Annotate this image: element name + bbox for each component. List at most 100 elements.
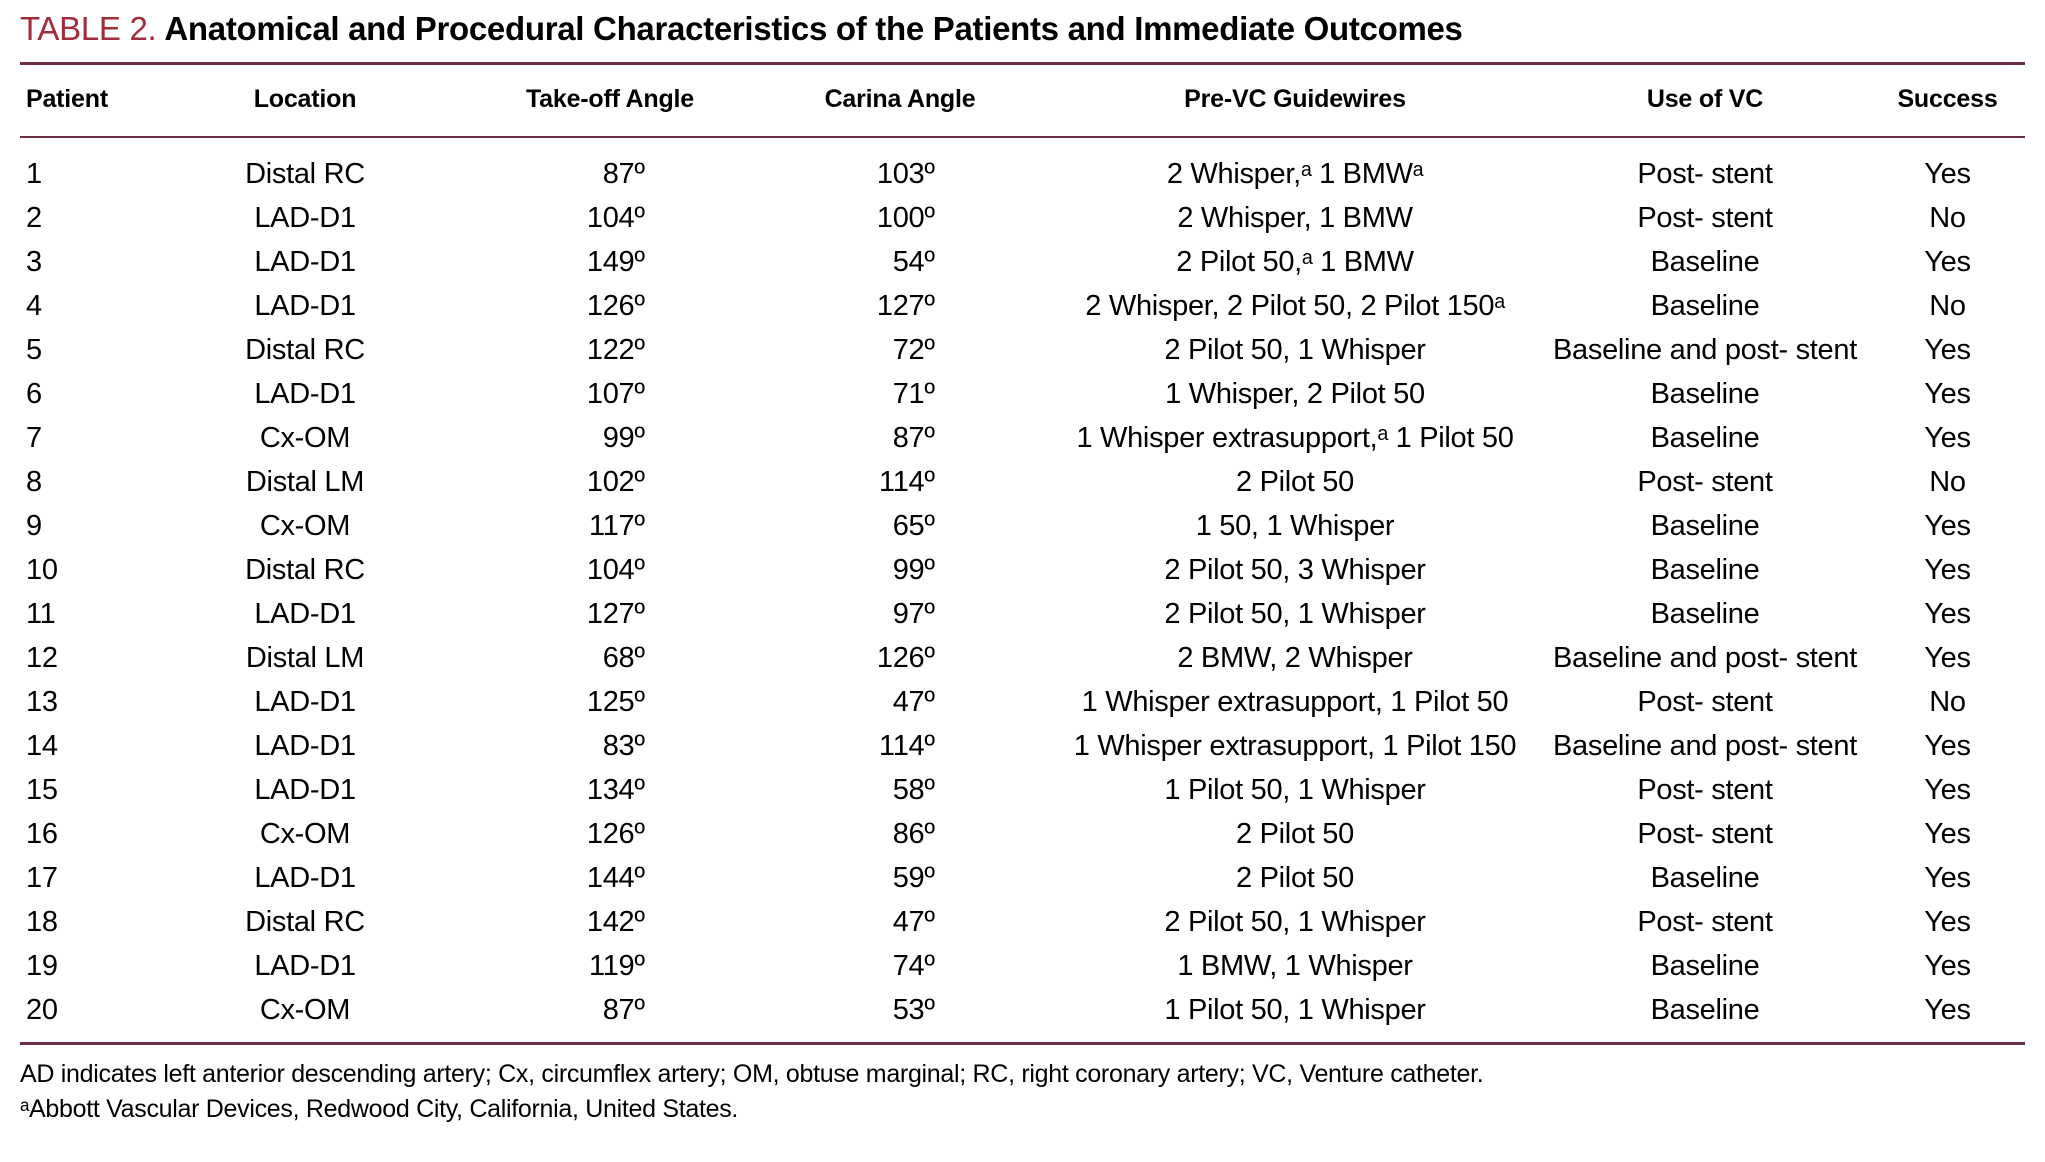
cell-carina-angle: 58º bbox=[750, 768, 1050, 812]
cell-patient: 8 bbox=[26, 465, 42, 498]
cell-carina-angle: 87º bbox=[750, 416, 1050, 460]
abbreviations-note: AD indicates left anterior descending ar… bbox=[20, 1060, 1484, 1089]
top-rule bbox=[20, 62, 2025, 66]
cell-success: No bbox=[1929, 289, 1966, 322]
cell-use-of-vc: Baseline bbox=[1650, 509, 1760, 542]
angle-value: 117º bbox=[589, 509, 645, 542]
table-row: 10 Distal RC 104º 99º 2 Pilot 50, 3 Whisper B… bbox=[20, 548, 2025, 592]
angle-value: 54º bbox=[892, 245, 935, 278]
table-row: 14 LAD-D1 83º 114º 1 Whisper extrasupport, 1… bbox=[20, 724, 2025, 768]
cell-pre-vc-guidewires: 1 BMW, 1 Whisper bbox=[1177, 949, 1413, 982]
cell-success: Yes bbox=[1924, 861, 1971, 894]
cell-patient: 15 bbox=[26, 773, 58, 806]
cell-patient: 16 bbox=[26, 817, 58, 850]
cell-pre-vc-guidewires: 1 Whisper, 2 Pilot 50 bbox=[1165, 377, 1425, 410]
cell-success: Yes bbox=[1924, 509, 1971, 542]
table-footnotes: AD indicates left anterior descending ar… bbox=[20, 1057, 2025, 1127]
cell-success: Yes bbox=[1924, 421, 1971, 454]
cell-use-of-vc: Post- stent bbox=[1637, 685, 1773, 718]
cell-take-off-angle: 125º bbox=[470, 680, 750, 724]
patients-table: Patient Location Take-off Angle Carina Angl… bbox=[20, 65, 2025, 1032]
table-row: 11 LAD-D1 127º 97º 2 Pilot 50, 1 Whisper Base… bbox=[20, 592, 2025, 636]
column-header-location: Location bbox=[253, 85, 357, 114]
table-row: 4 LAD-D1 126º 127º 2 Whisper, 2 Pilot 50, 2 … bbox=[20, 284, 2025, 328]
cell-pre-vc-guidewires: 2 Whisper, 1 BMW bbox=[1177, 201, 1413, 234]
cell-success: Yes bbox=[1924, 553, 1971, 586]
cell-take-off-angle: 127º bbox=[470, 592, 750, 636]
table-row: 20 Cx-OM 87º 53º 1 Pilot 50, 1 Whisper Baseli… bbox=[20, 988, 2025, 1032]
cell-take-off-angle: 134º bbox=[470, 768, 750, 812]
angle-value: 47º bbox=[892, 905, 935, 938]
angle-value: 53º bbox=[892, 993, 935, 1026]
cell-take-off-angle: 83º bbox=[470, 724, 750, 768]
cell-pre-vc-guidewires: 1 Whisper extrasupport, 1 Pilot 150 bbox=[1073, 729, 1517, 762]
cell-take-off-angle: 68º bbox=[470, 636, 750, 680]
cell-carina-angle: 65º bbox=[750, 504, 1050, 548]
table-row: 18 Distal RC 142º 47º 2 Pilot 50, 1 Whisper P… bbox=[20, 900, 2025, 944]
cell-use-of-vc: Baseline bbox=[1650, 993, 1760, 1026]
cell-pre-vc-guidewires: 1 Pilot 50, 1 Whisper bbox=[1164, 773, 1426, 806]
angle-value: 87º bbox=[602, 157, 645, 190]
cell-use-of-vc: Post- stent bbox=[1637, 201, 1773, 234]
cell-success: No bbox=[1929, 685, 1966, 718]
cell-pre-vc-guidewires: 2 Pilot 50, 3 Whisper bbox=[1164, 553, 1426, 586]
cell-carina-angle: 114º bbox=[750, 460, 1050, 504]
cell-pre-vc-guidewires: 2 Pilot 50 bbox=[1236, 465, 1354, 498]
cell-carina-angle: 47º bbox=[750, 680, 1050, 724]
cell-pre-vc-guidewires: 1 50, 1 Whisper bbox=[1195, 509, 1395, 542]
cell-pre-vc-guidewires: 2 Pilot 50, 1 Whisper bbox=[1164, 597, 1426, 630]
angle-value: 47º bbox=[892, 685, 935, 718]
table-row: 13 LAD-D1 125º 47º 1 Whisper extrasupport, 1… bbox=[20, 680, 2025, 724]
cell-patient: 12 bbox=[26, 641, 58, 674]
cell-carina-angle: 100º bbox=[750, 196, 1050, 240]
cell-carina-angle: 53º bbox=[750, 988, 1050, 1032]
column-header-use-of-vc: Use of VC bbox=[1646, 85, 1764, 114]
cell-patient: 9 bbox=[26, 509, 42, 542]
angle-value: 125º bbox=[586, 685, 645, 718]
cell-patient: 11 bbox=[26, 597, 56, 630]
cell-use-of-vc: Baseline and post- stent bbox=[1553, 641, 1857, 674]
cell-location: Cx-OM bbox=[259, 993, 351, 1026]
angle-value: 149º bbox=[586, 245, 645, 278]
cell-take-off-angle: 119º bbox=[470, 944, 750, 988]
cell-pre-vc-guidewires: 2 Pilot 50, 1 Whisper bbox=[1164, 905, 1426, 938]
cell-location: Distal RC bbox=[245, 333, 365, 366]
angle-value: 126º bbox=[876, 641, 935, 674]
angle-value: 127º bbox=[876, 289, 935, 322]
angle-value: 59º bbox=[892, 861, 935, 894]
cell-patient: 2 bbox=[26, 201, 42, 234]
cell-pre-vc-guidewires: 1 Whisper extrasupport, 1 Pilot 50 bbox=[1081, 685, 1509, 718]
table-row: 6 LAD-D1 107º 71º 1 Whisper, 2 Pilot 50 Basel… bbox=[20, 372, 2025, 416]
cell-take-off-angle: 104º bbox=[470, 196, 750, 240]
angle-value: 107º bbox=[586, 377, 645, 410]
table-row: 9 Cx-OM 117º 65º 1 50, 1 Whisper Baseline Yes bbox=[20, 504, 2025, 548]
angle-value: 104º bbox=[586, 201, 645, 234]
angle-value: 99º bbox=[602, 421, 645, 454]
cell-location: Distal RC bbox=[245, 905, 365, 938]
cell-location: Cx-OM bbox=[259, 817, 351, 850]
cell-use-of-vc: Baseline bbox=[1650, 289, 1760, 322]
cell-take-off-angle: 87º bbox=[470, 988, 750, 1032]
cell-location: LAD-D1 bbox=[254, 201, 356, 234]
column-header-take-off-angle: Take-off Angle bbox=[525, 85, 695, 114]
angle-value: 142º bbox=[586, 905, 645, 938]
cell-carina-angle: 99º bbox=[750, 548, 1050, 592]
cell-success: No bbox=[1929, 465, 1966, 498]
cell-take-off-angle: 107º bbox=[470, 372, 750, 416]
table-row: 3 LAD-D1 149º 54º 2 Pilot 50,ᵃ 1 BMW Baseline… bbox=[20, 240, 2025, 284]
cell-use-of-vc: Baseline bbox=[1650, 377, 1760, 410]
angle-value: 87º bbox=[602, 993, 645, 1026]
cell-take-off-angle: 87º bbox=[470, 137, 750, 196]
cell-patient: 4 bbox=[26, 289, 42, 322]
cell-carina-angle: 97º bbox=[750, 592, 1050, 636]
cell-success: Yes bbox=[1924, 597, 1971, 630]
cell-success: Yes bbox=[1924, 905, 1971, 938]
cell-location: Cx-OM bbox=[259, 421, 351, 454]
angle-value: 83º bbox=[602, 729, 645, 762]
cell-pre-vc-guidewires: 2 Pilot 50 bbox=[1236, 861, 1354, 894]
cell-carina-angle: 127º bbox=[750, 284, 1050, 328]
table-row: 16 Cx-OM 126º 86º 2 Pilot 50 Post- stent Yes bbox=[20, 812, 2025, 856]
cell-use-of-vc: Baseline and post- stent bbox=[1553, 729, 1857, 762]
cell-use-of-vc: Post- stent bbox=[1637, 157, 1773, 190]
angle-value: 87º bbox=[892, 421, 935, 454]
